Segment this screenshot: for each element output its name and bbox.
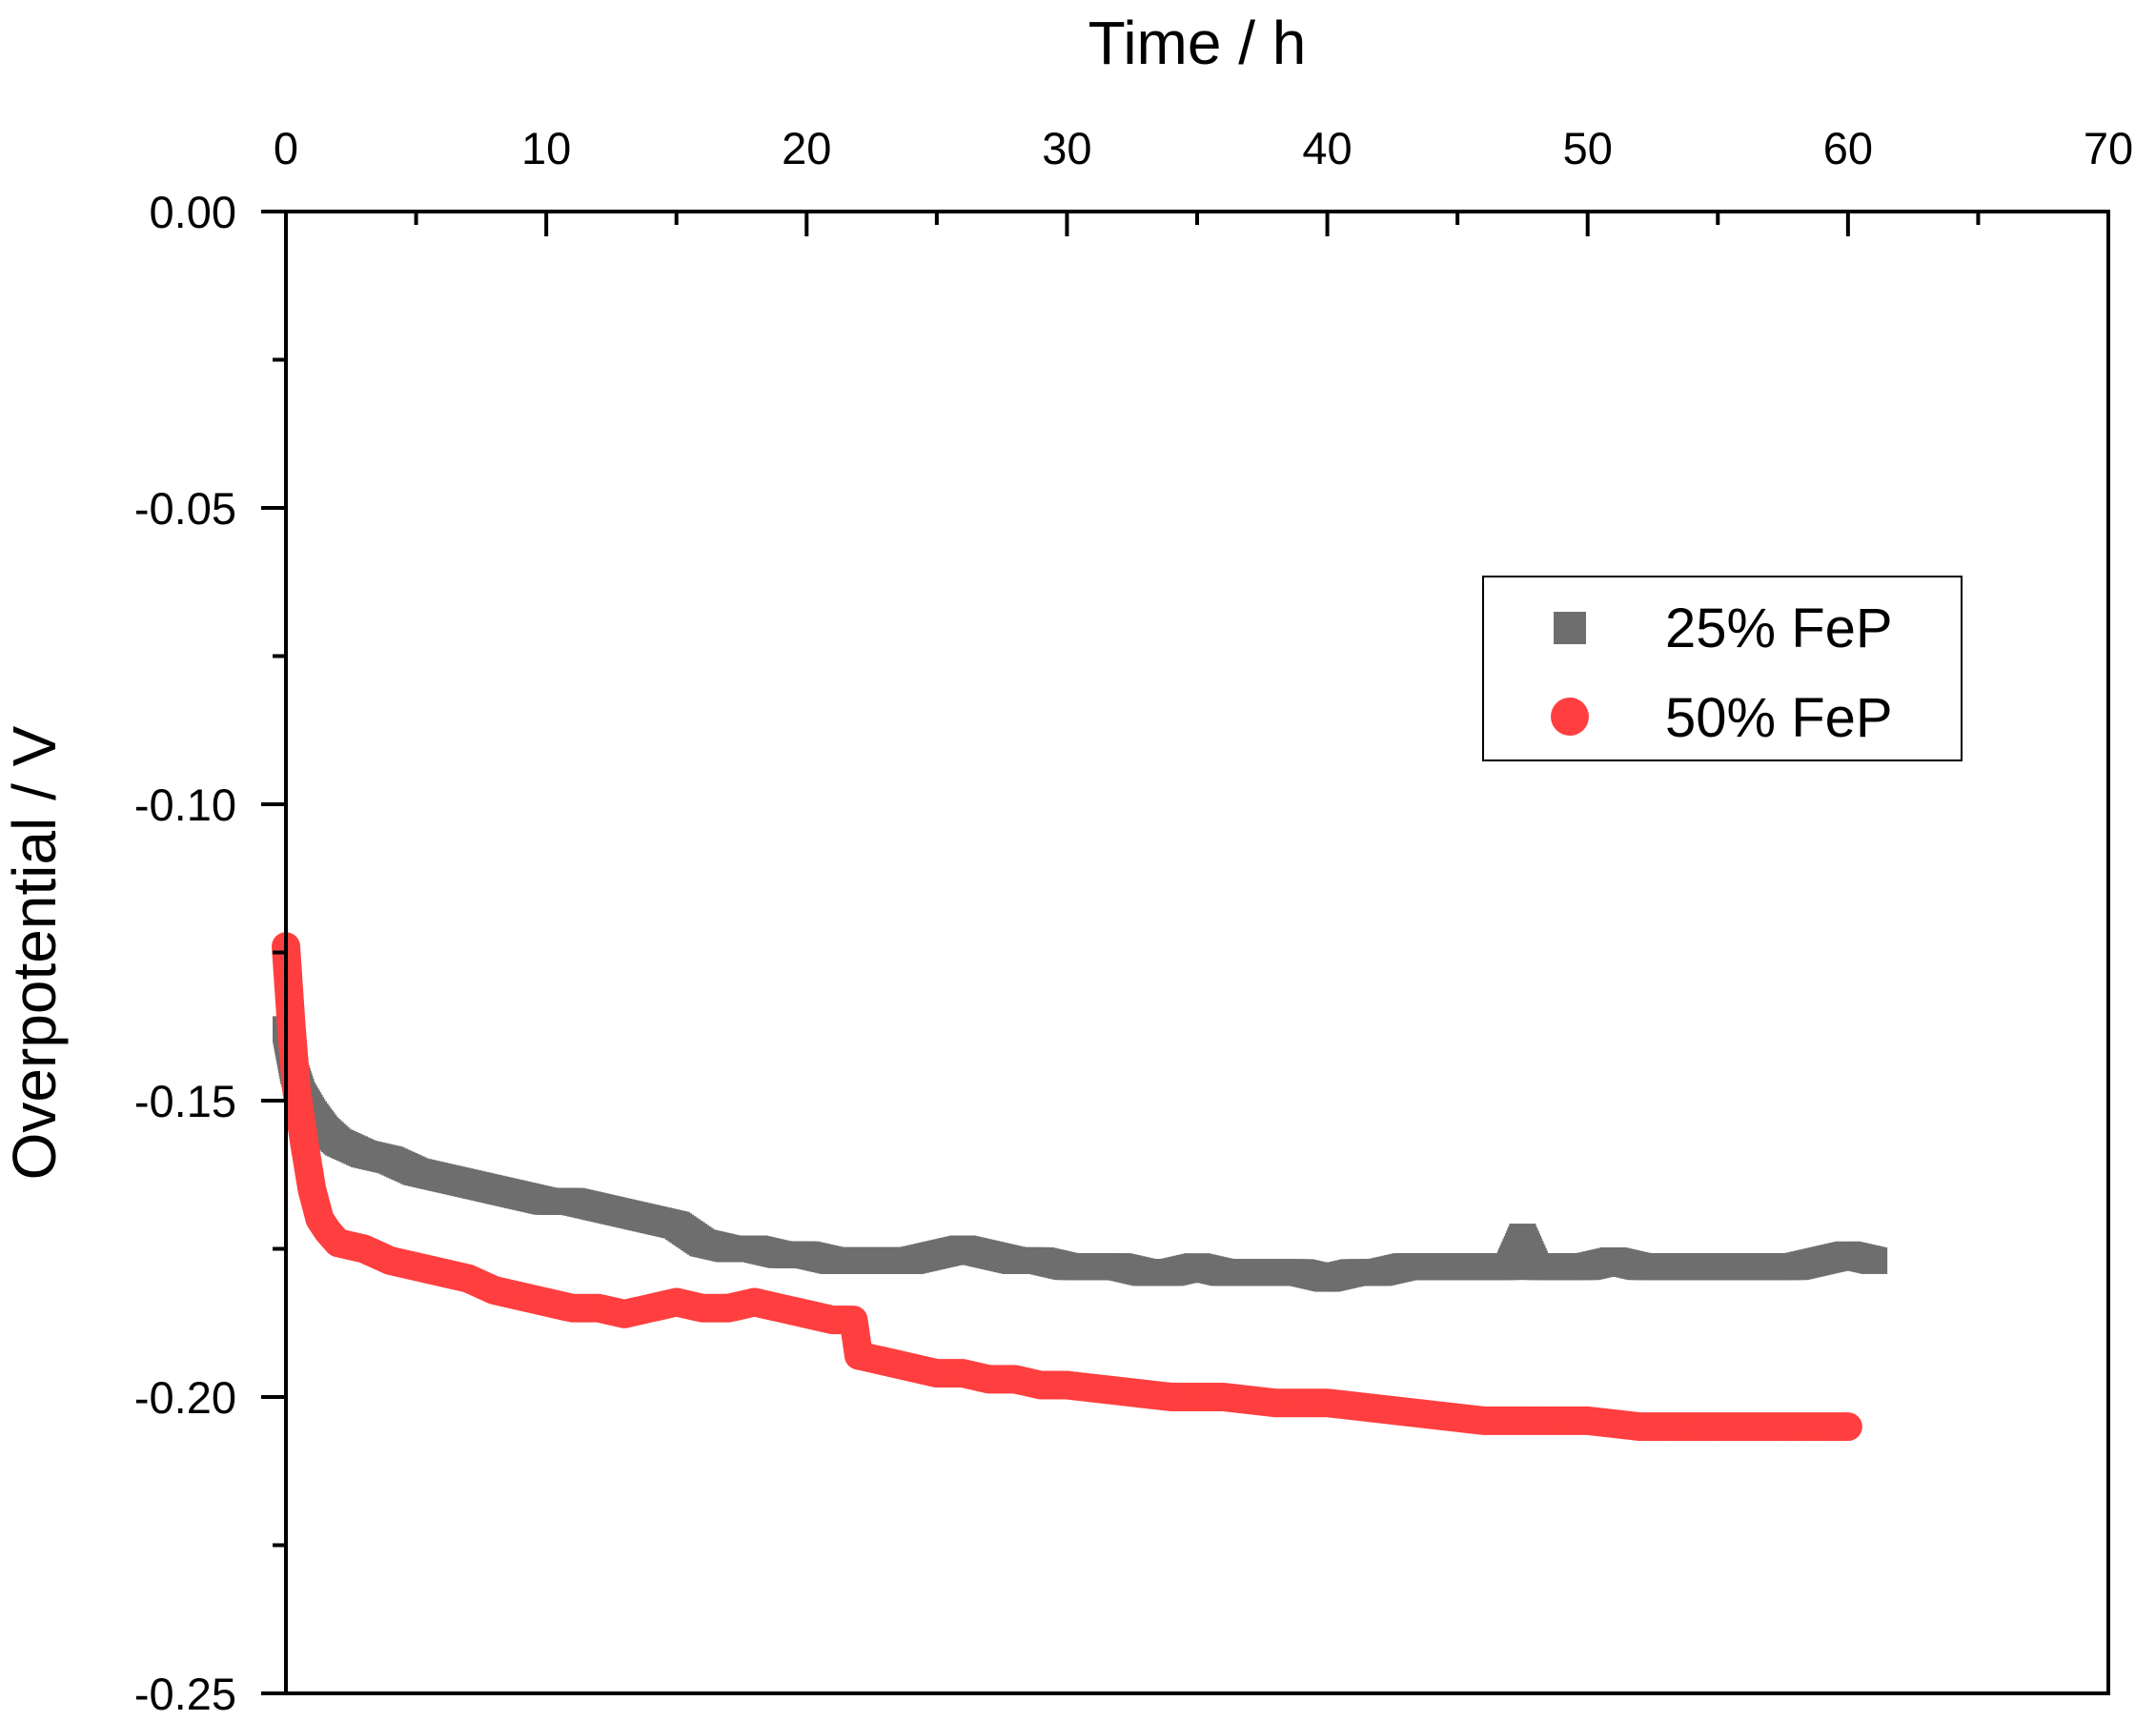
legend: 25% FeP 50% FeP (1482, 576, 1963, 761)
x-tick-label: 30 (1042, 123, 1091, 173)
x-axis-title: Time / h (1088, 9, 1307, 77)
legend-marker-50-fep (1551, 698, 1589, 736)
x-tick-label: 70 (2084, 123, 2133, 173)
y-tick-label: 0.00 (150, 187, 236, 237)
x-tick-label: 50 (1563, 123, 1613, 173)
y-tick-label: -0.20 (134, 1372, 236, 1423)
series-50-fep (272, 932, 1862, 1442)
y-tick-label: -0.05 (134, 483, 236, 534)
x-axis-ticks: 0 10 20 30 40 50 60 70 (274, 123, 2133, 236)
x-tick-label: 0 (274, 123, 298, 173)
y-axis-title: Overpotential / V (0, 725, 69, 1180)
series-layer (272, 932, 1888, 1442)
y-tick-label: -0.15 (134, 1076, 236, 1126)
series-25-fep (273, 1016, 1888, 1292)
legend-label-50-fep: 50% FeP (1665, 687, 1893, 749)
y-axis-ticks: 0.00 -0.05 -0.10 -0.15 -0.20 -0.25 (134, 187, 286, 1719)
x-tick-label: 60 (1823, 123, 1873, 173)
data-point (1861, 1246, 1888, 1274)
legend-label-25-fep: 25% FeP (1665, 597, 1893, 659)
plot-area (286, 212, 2108, 1693)
x-tick-label: 20 (782, 123, 831, 173)
legend-marker-25-fep (1554, 612, 1586, 644)
data-point (1833, 1412, 1862, 1442)
y-tick-label: -0.25 (134, 1669, 236, 1719)
y-tick-label: -0.10 (134, 780, 236, 830)
x-tick-label: 40 (1302, 123, 1352, 173)
x-tick-label: 10 (521, 123, 571, 173)
